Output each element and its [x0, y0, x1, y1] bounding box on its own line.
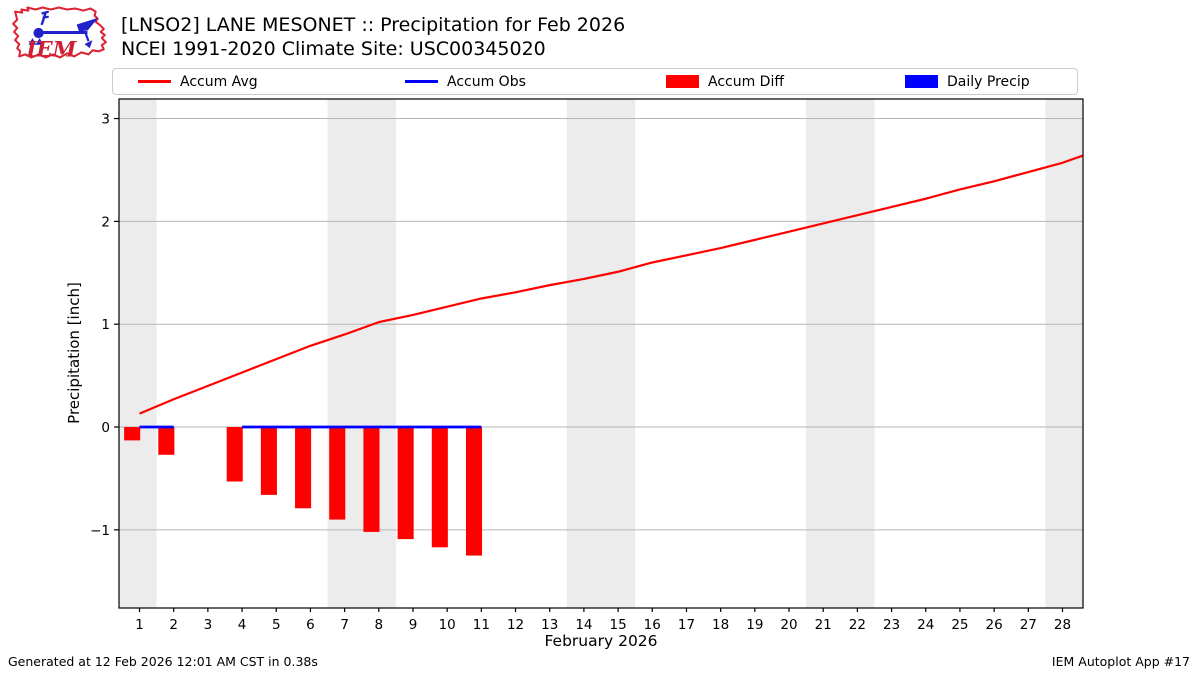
weekend-bands	[119, 99, 1083, 608]
axes-frame	[118, 98, 1084, 609]
svg-text:10: 10	[439, 617, 456, 633]
svg-text:−1: −1	[90, 523, 110, 539]
svg-text:8: 8	[375, 617, 384, 633]
svg-text:24: 24	[917, 617, 934, 633]
accum-avg-line	[139, 154, 1084, 415]
legend-item-accum-diff: Accum Diff	[666, 69, 784, 94]
daily-precip-box-swatch	[905, 75, 938, 88]
iowa-outline-icon: IEM	[12, 6, 107, 62]
logo-text: IEM	[25, 37, 77, 62]
svg-text:4: 4	[238, 617, 247, 633]
accum-avg-line-swatch	[138, 80, 171, 83]
accum-obs-line-swatch	[405, 80, 438, 83]
svg-text:21: 21	[815, 617, 832, 633]
svg-text:15: 15	[609, 617, 626, 633]
svg-text:2: 2	[101, 214, 110, 230]
svg-text:11: 11	[473, 617, 490, 633]
x-tick-labels: 1 2 3 4 5 6 7 8 9 10 11 12 13 14 15 16 17 18 19 20 21 22 23 24 2…	[135, 608, 1071, 633]
svg-text:22: 22	[849, 617, 866, 633]
svg-text:20: 20	[780, 617, 797, 633]
svg-text:1: 1	[101, 317, 110, 333]
svg-text:19: 19	[746, 617, 763, 633]
svg-text:1: 1	[135, 617, 144, 633]
svg-text:14: 14	[575, 617, 592, 633]
y-axis-label: Precipitation [inch]	[65, 282, 83, 424]
svg-text:3: 3	[101, 112, 110, 128]
chart-title: [LNSO2] LANE MESONET :: Precipitation fo…	[121, 14, 626, 36]
legend-label: Accum Obs	[447, 73, 526, 90]
legend-item-accum-obs: Accum Obs	[405, 69, 526, 94]
legend: Accum Avg Accum Obs Accum Diff Daily Pre…	[112, 68, 1078, 95]
svg-text:0: 0	[101, 420, 110, 436]
svg-text:26: 26	[986, 617, 1003, 633]
svg-text:5: 5	[272, 617, 281, 633]
svg-text:18: 18	[712, 617, 729, 633]
anemometer-icon	[28, 10, 99, 49]
iem-logo: IEM	[8, 3, 114, 65]
legend-item-daily-precip: Daily Precip	[905, 69, 1030, 94]
svg-text:6: 6	[306, 617, 315, 633]
svg-text:27: 27	[1020, 617, 1037, 633]
svg-text:17: 17	[678, 617, 695, 633]
svg-text:28: 28	[1054, 617, 1071, 633]
x-axis-label: February 2026	[544, 632, 658, 650]
legend-item-accum-avg: Accum Avg	[138, 69, 258, 94]
svg-text:25: 25	[951, 617, 968, 633]
legend-label: Accum Avg	[180, 73, 258, 90]
svg-text:9: 9	[409, 617, 418, 633]
accum-diff-bars	[124, 427, 483, 556]
svg-text:13: 13	[541, 617, 558, 633]
chart-header: [LNSO2] LANE MESONET :: Precipitation fo…	[121, 13, 625, 61]
generated-timestamp: Generated at 12 Feb 2026 12:01 AM CST in…	[8, 654, 318, 669]
svg-text:16: 16	[644, 617, 661, 633]
legend-label: Accum Diff	[708, 73, 785, 90]
legend-label: Daily Precip	[947, 73, 1030, 90]
app-credit: IEM Autoplot App #17	[1051, 654, 1190, 669]
svg-text:7: 7	[340, 617, 349, 633]
svg-text:12: 12	[507, 617, 524, 633]
svg-text:3: 3	[204, 617, 213, 633]
accum-diff-box-swatch	[666, 75, 699, 88]
y-tick-labels: −1 0 1 2 3	[90, 112, 119, 539]
svg-text:2: 2	[169, 617, 178, 633]
chart-subtitle: NCEI 1991-2020 Climate Site: USC00345020	[121, 38, 546, 60]
svg-text:23: 23	[883, 617, 900, 633]
